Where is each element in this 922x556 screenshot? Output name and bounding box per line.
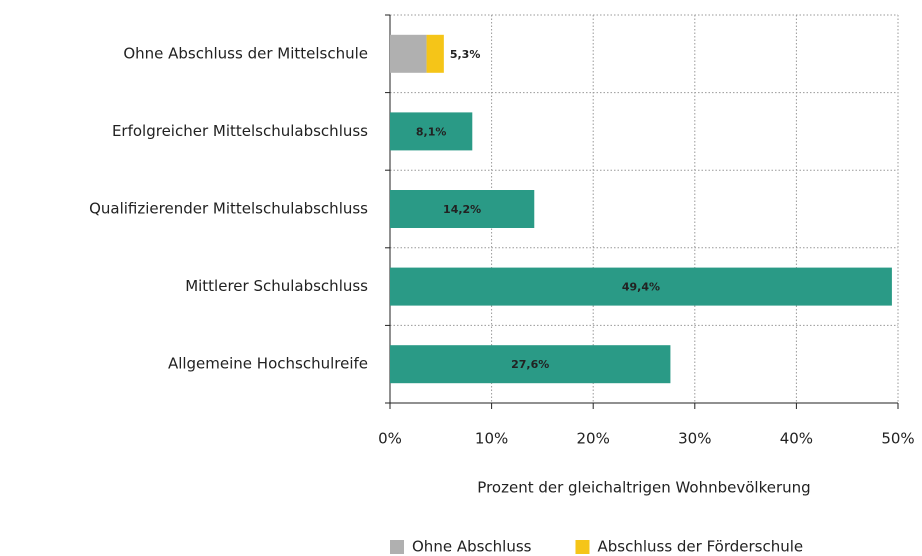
y-tick-label: Mittlerer Schulabschluss bbox=[185, 277, 368, 295]
y-tick-label: Erfolgreicher Mittelschulabschluss bbox=[112, 122, 368, 140]
x-tick-label: 50% bbox=[881, 430, 914, 448]
x-tick-label: 40% bbox=[780, 430, 813, 448]
data-label: 27,6% bbox=[511, 358, 549, 371]
x-tick-label: 10% bbox=[475, 430, 508, 448]
data-label: 49,4% bbox=[622, 281, 660, 294]
legend-label: Abschluss der Förderschule bbox=[597, 538, 803, 556]
x-tick-label: 0% bbox=[378, 430, 402, 448]
legend-swatch bbox=[390, 540, 404, 554]
bar bbox=[390, 345, 671, 384]
legend-label: Ohne Abschluss bbox=[412, 538, 532, 556]
bar bbox=[390, 190, 535, 228]
y-tick-label: Qualifizierender Mittelschulabschluss bbox=[89, 200, 368, 218]
data-label: 14,2% bbox=[443, 203, 481, 216]
y-tick-label: Ohne Abschluss der Mittelschule bbox=[123, 44, 368, 62]
x-tick-label: 20% bbox=[577, 430, 610, 448]
bar bbox=[390, 34, 427, 73]
legend-swatch bbox=[575, 540, 590, 554]
bar bbox=[426, 34, 444, 73]
x-axis-label: Prozent der gleichaltrigen Wohnbevölkeru… bbox=[477, 479, 810, 497]
data-label: 8,1% bbox=[416, 125, 447, 138]
x-tick-label: 30% bbox=[678, 430, 711, 448]
y-tick-label: Allgemeine Hochschulreife bbox=[168, 355, 368, 373]
bar bbox=[390, 112, 473, 151]
bar bbox=[390, 267, 892, 306]
data-label: 5,3% bbox=[450, 48, 481, 61]
